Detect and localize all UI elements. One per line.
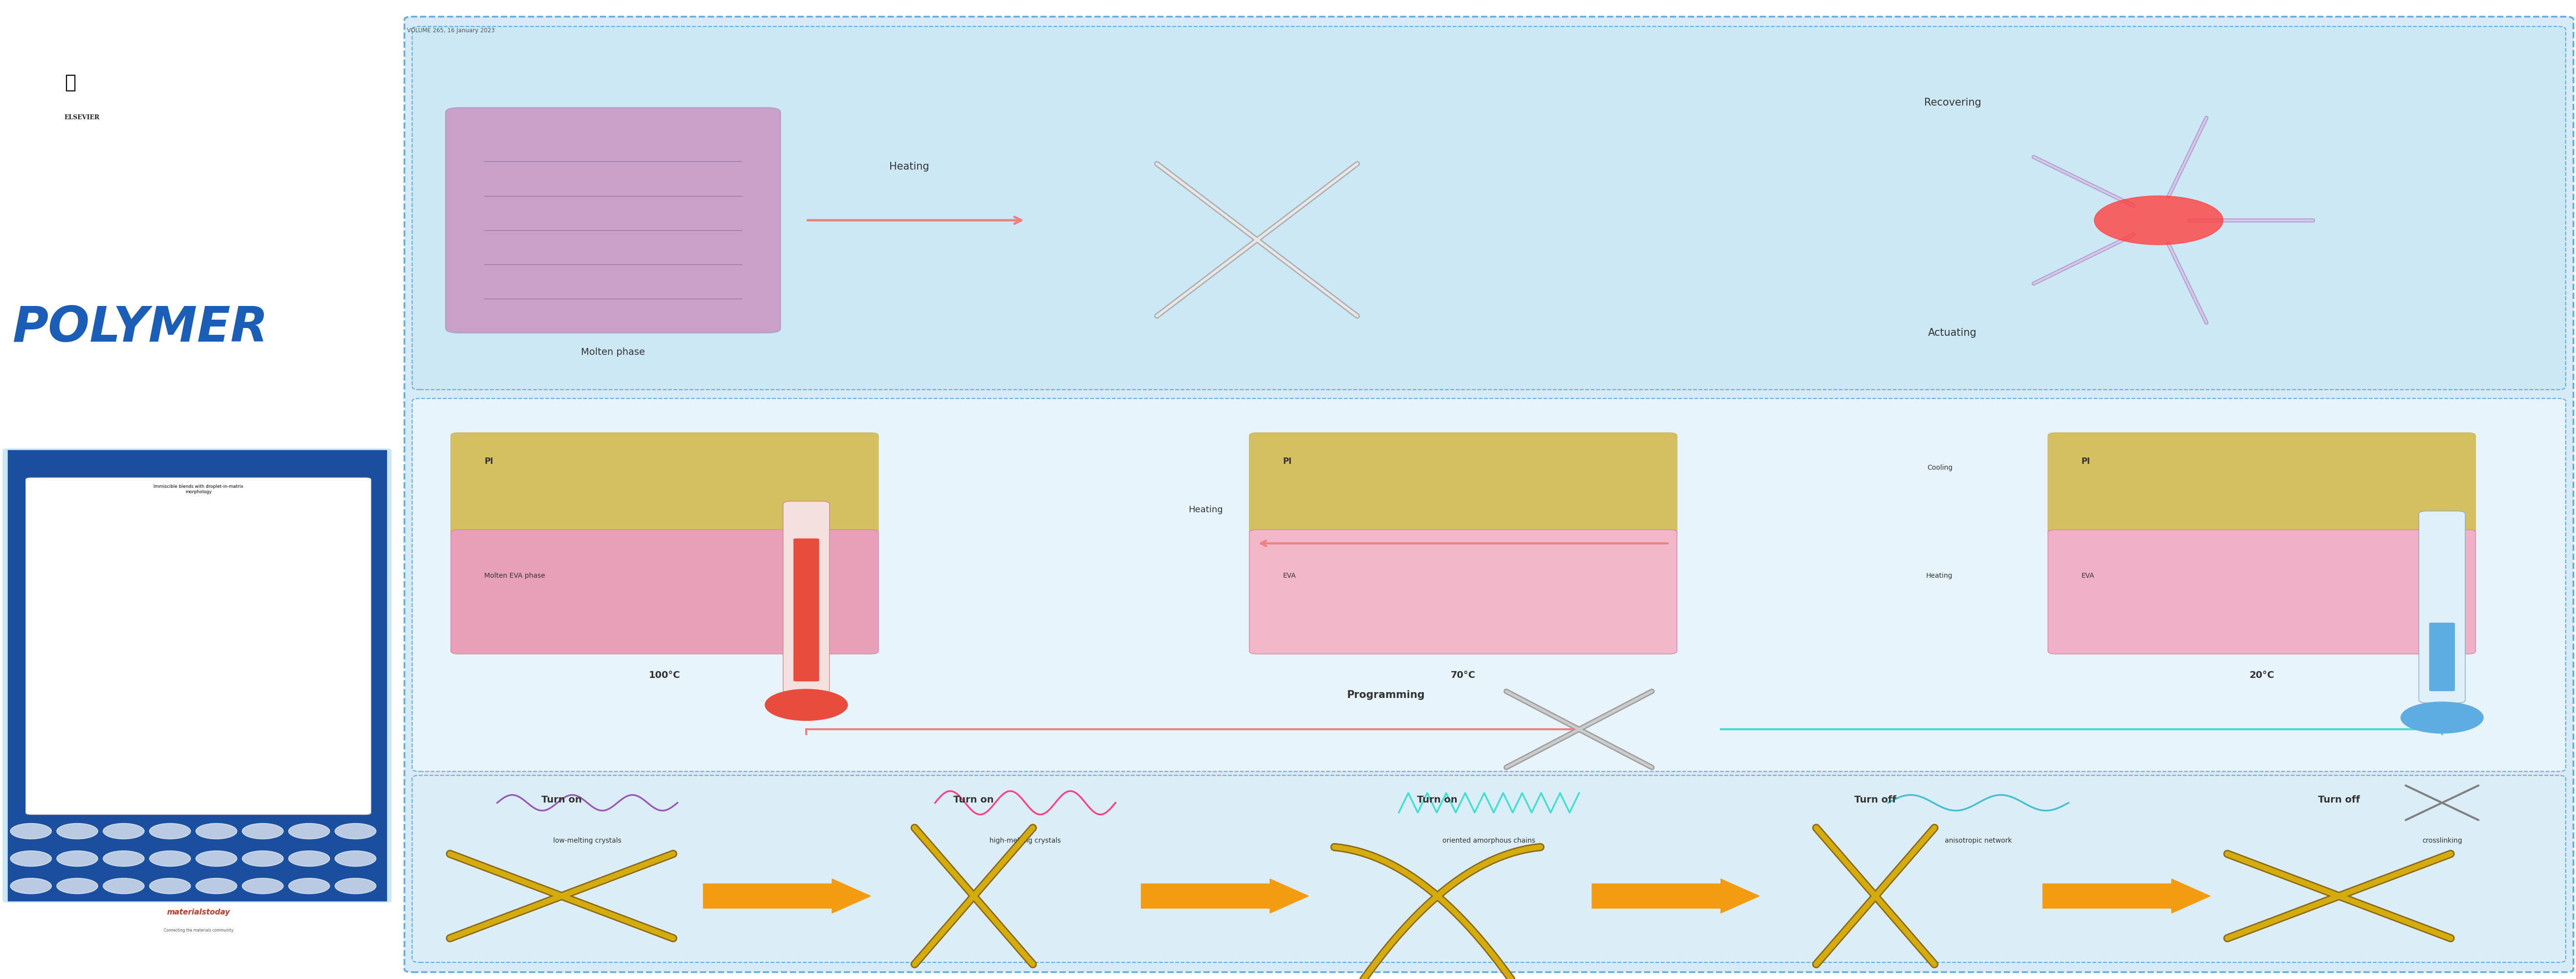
FancyBboxPatch shape (451, 530, 878, 654)
Circle shape (103, 851, 144, 866)
Bar (0, 0, 399, 979)
Text: EVA: EVA (2081, 573, 2094, 579)
Text: oriented amorphous chains: oriented amorphous chains (1443, 837, 1535, 844)
Circle shape (289, 851, 330, 866)
Text: PI: PI (2081, 457, 2089, 466)
Text: Turn on: Turn on (1417, 795, 1458, 805)
FancyBboxPatch shape (451, 433, 878, 536)
Circle shape (196, 823, 237, 839)
Text: Heating: Heating (889, 162, 930, 171)
FancyBboxPatch shape (793, 538, 819, 681)
Text: Immiscible blends with droplet-in-matrix
morphology: Immiscible blends with droplet-in-matrix… (155, 485, 242, 494)
Text: VOLUME 265, 16 January 2023: VOLUME 265, 16 January 2023 (407, 27, 495, 33)
Circle shape (765, 689, 848, 721)
Circle shape (103, 878, 144, 894)
Bar (8, 450, 386, 901)
FancyArrow shape (703, 879, 871, 913)
Text: 100°C: 100°C (649, 671, 680, 679)
FancyBboxPatch shape (2419, 511, 2465, 703)
Text: Connecting the materials community: Connecting the materials community (162, 928, 234, 932)
Circle shape (149, 823, 191, 839)
Text: Cooling: Cooling (1927, 465, 1953, 471)
Circle shape (335, 851, 376, 866)
FancyBboxPatch shape (26, 478, 371, 815)
Circle shape (242, 823, 283, 839)
Circle shape (2094, 196, 2223, 245)
Circle shape (289, 823, 330, 839)
FancyBboxPatch shape (446, 108, 781, 333)
Circle shape (196, 851, 237, 866)
Text: low-melting crystals: low-melting crystals (554, 837, 621, 844)
Circle shape (57, 878, 98, 894)
Text: 🌳: 🌳 (64, 73, 75, 92)
Circle shape (103, 823, 144, 839)
Text: Heating: Heating (1927, 573, 1953, 579)
FancyBboxPatch shape (2429, 623, 2455, 691)
Text: 70°C: 70°C (1450, 671, 1476, 679)
Text: crosslinking: crosslinking (2421, 837, 2463, 844)
Circle shape (149, 878, 191, 894)
FancyArrow shape (2043, 879, 2210, 913)
FancyBboxPatch shape (412, 398, 2566, 771)
Text: Turn off: Turn off (1855, 795, 1896, 805)
FancyBboxPatch shape (412, 775, 2566, 962)
Circle shape (57, 851, 98, 866)
FancyBboxPatch shape (1249, 433, 1677, 536)
Text: Turn on: Turn on (953, 795, 994, 805)
Text: Programming: Programming (1347, 690, 1425, 700)
Text: PI: PI (1283, 457, 1291, 466)
Text: materialstoday: materialstoday (167, 909, 229, 915)
Text: Actuating: Actuating (1929, 328, 1976, 338)
FancyArrow shape (1592, 879, 1759, 913)
Circle shape (289, 878, 330, 894)
Circle shape (149, 851, 191, 866)
Text: anisotropic network: anisotropic network (1945, 837, 2012, 844)
Text: Turn off: Turn off (2318, 795, 2360, 805)
FancyBboxPatch shape (3, 448, 392, 903)
FancyBboxPatch shape (2048, 530, 2476, 654)
Text: Molten EVA phase: Molten EVA phase (484, 573, 546, 579)
FancyBboxPatch shape (404, 17, 2573, 972)
Text: ELSEVIER: ELSEVIER (64, 115, 100, 120)
Text: high-melting crystals: high-melting crystals (989, 837, 1061, 844)
Text: Recovering: Recovering (1924, 98, 1981, 108)
Text: Turn on: Turn on (541, 795, 582, 805)
Circle shape (335, 823, 376, 839)
Text: PI: PI (484, 457, 492, 466)
FancyBboxPatch shape (1249, 530, 1677, 654)
Text: 20°C: 20°C (2249, 671, 2275, 679)
FancyBboxPatch shape (783, 501, 829, 693)
Circle shape (10, 823, 52, 839)
Text: Heating: Heating (1188, 505, 1224, 514)
Circle shape (335, 878, 376, 894)
Text: POLYMER: POLYMER (13, 304, 268, 351)
FancyBboxPatch shape (2048, 433, 2476, 536)
FancyBboxPatch shape (412, 26, 2566, 390)
Circle shape (2401, 702, 2483, 733)
Text: EVA: EVA (1283, 573, 1296, 579)
Circle shape (57, 823, 98, 839)
Circle shape (10, 878, 52, 894)
FancyArrow shape (1141, 879, 1309, 913)
Circle shape (196, 878, 237, 894)
Circle shape (242, 878, 283, 894)
Circle shape (10, 851, 52, 866)
Text: Molten phase: Molten phase (582, 348, 644, 356)
Circle shape (242, 851, 283, 866)
